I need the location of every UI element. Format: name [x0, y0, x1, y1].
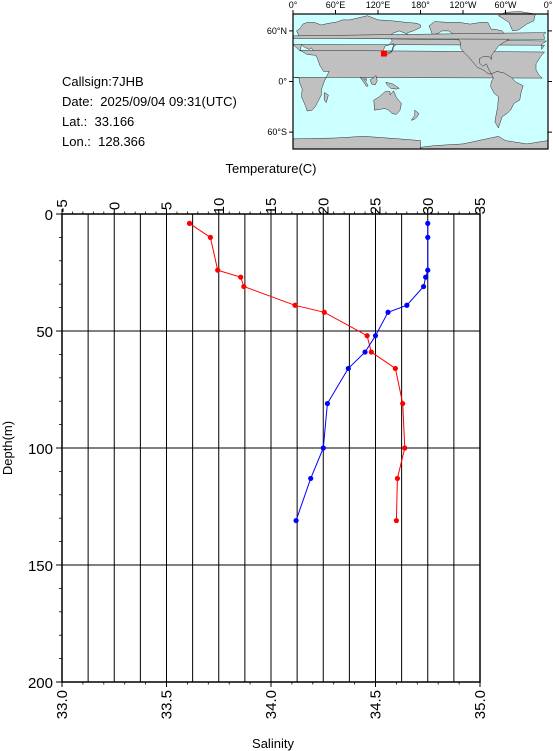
- top-axis-tick-label: 15: [263, 198, 280, 215]
- land-mass-9: [385, 82, 400, 90]
- land-mass-10: [410, 109, 420, 121]
- world-map: 0° 60°E 120°E 180° 120°W 60°W 0° 60°N 0° 60°S: [267, 0, 553, 150]
- longitude-text: Lon.: 128.366: [62, 134, 146, 149]
- salinity-point: [404, 302, 410, 308]
- temperature-point: [364, 333, 370, 339]
- top-axis-tick-label: 35: [472, 198, 489, 215]
- land-mass-8: [360, 77, 369, 87]
- callsign-text: Callsign:7JHB: [62, 74, 144, 89]
- bottom-axis-title: Salinity: [252, 736, 294, 751]
- bottom-axis-tick-label: 33.0: [54, 690, 71, 719]
- land-mass-14: [292, 32, 547, 40]
- bottom-axis-tick-label: 34.0: [263, 690, 280, 719]
- salinity-point: [425, 220, 431, 226]
- temperature-point: [394, 475, 401, 482]
- temperature-point: [321, 309, 327, 315]
- land-mass-7: [369, 75, 378, 86]
- temperature-point: [392, 365, 398, 372]
- salinity-point: [308, 475, 314, 482]
- salinity-point: [293, 517, 299, 524]
- map-lat-label: 0°: [278, 77, 287, 87]
- temperature-line: [189, 222, 406, 521]
- date-text: Date: 2025/09/04 09:31(UTC): [62, 94, 237, 109]
- map-lon-label: 120°W: [449, 0, 477, 10]
- map-lat-label: 60°N: [267, 26, 287, 36]
- land-mass-2: [373, 90, 402, 115]
- temperature-point: [207, 234, 213, 240]
- salinity-line: [295, 223, 429, 521]
- salinity-point: [423, 274, 429, 280]
- top-axis-tick-label: 5: [159, 202, 176, 210]
- temperature-point: [186, 220, 193, 226]
- top-axis-title: Temperature(C): [225, 161, 316, 176]
- salinity-point: [324, 400, 331, 407]
- left-axis-tick-label: 150: [28, 558, 53, 575]
- salinity-point: [425, 267, 431, 273]
- top-axis-tick-label: 25: [368, 198, 385, 215]
- salinity-point: [420, 283, 427, 290]
- salinity-point: [320, 445, 326, 451]
- land-mass-4: [497, 11, 536, 32]
- salinity-point: [372, 333, 379, 339]
- map-lon-label: 0°: [289, 0, 298, 10]
- temperature-point: [292, 302, 298, 308]
- station-info: Callsign:7JHB Date: 2025/09/04 09:31(UTC…: [62, 72, 237, 152]
- latitude-text: Lat.: 33.166: [62, 114, 135, 129]
- land-mass-5: [490, 71, 524, 129]
- land-mass-11: [324, 92, 329, 104]
- left-axis-title: Depth(m): [0, 421, 15, 475]
- salinity-point: [362, 349, 368, 355]
- map-frame: [292, 13, 549, 150]
- map-lon-label: 180°: [411, 0, 430, 10]
- bottom-axis-tick-label: 35.0: [472, 690, 489, 719]
- bottom-axis-tick-label: 34.5: [368, 690, 385, 719]
- top-axis-tick-label: 10: [211, 198, 228, 215]
- temperature-point: [402, 445, 408, 451]
- salinity-point: [385, 309, 391, 315]
- top-axis-tick-label: 20: [315, 198, 332, 215]
- salinity-point: [345, 365, 351, 372]
- temperature-point: [393, 517, 399, 524]
- left-axis-tick-label: 200: [28, 675, 53, 692]
- map-lon-label: 60°W: [494, 0, 517, 10]
- bottom-axis-tick-label: 33.5: [159, 690, 176, 719]
- top-axis-tick-label: 0: [106, 202, 123, 210]
- left-axis-tick-label: 100: [28, 441, 53, 458]
- station-marker: [380, 50, 387, 57]
- temperature-point: [215, 267, 221, 273]
- temperature-point: [400, 400, 406, 407]
- left-axis-tick-label: 0: [45, 207, 53, 224]
- temperature-point: [238, 274, 244, 280]
- left-axis-tick-label: 50: [36, 324, 53, 341]
- salinity-point: [425, 234, 431, 240]
- temperature-point: [368, 349, 374, 355]
- top-axis-tick-label: 30: [420, 198, 437, 215]
- map-lon-label: 120°E: [366, 0, 391, 10]
- map-lat-label: 60°S: [267, 127, 287, 137]
- map-lon-label: 60°E: [326, 0, 346, 10]
- map-lon-label: 0°: [544, 0, 553, 10]
- temperature-point: [241, 283, 247, 290]
- top-axis-tick-label: -5: [54, 199, 71, 212]
